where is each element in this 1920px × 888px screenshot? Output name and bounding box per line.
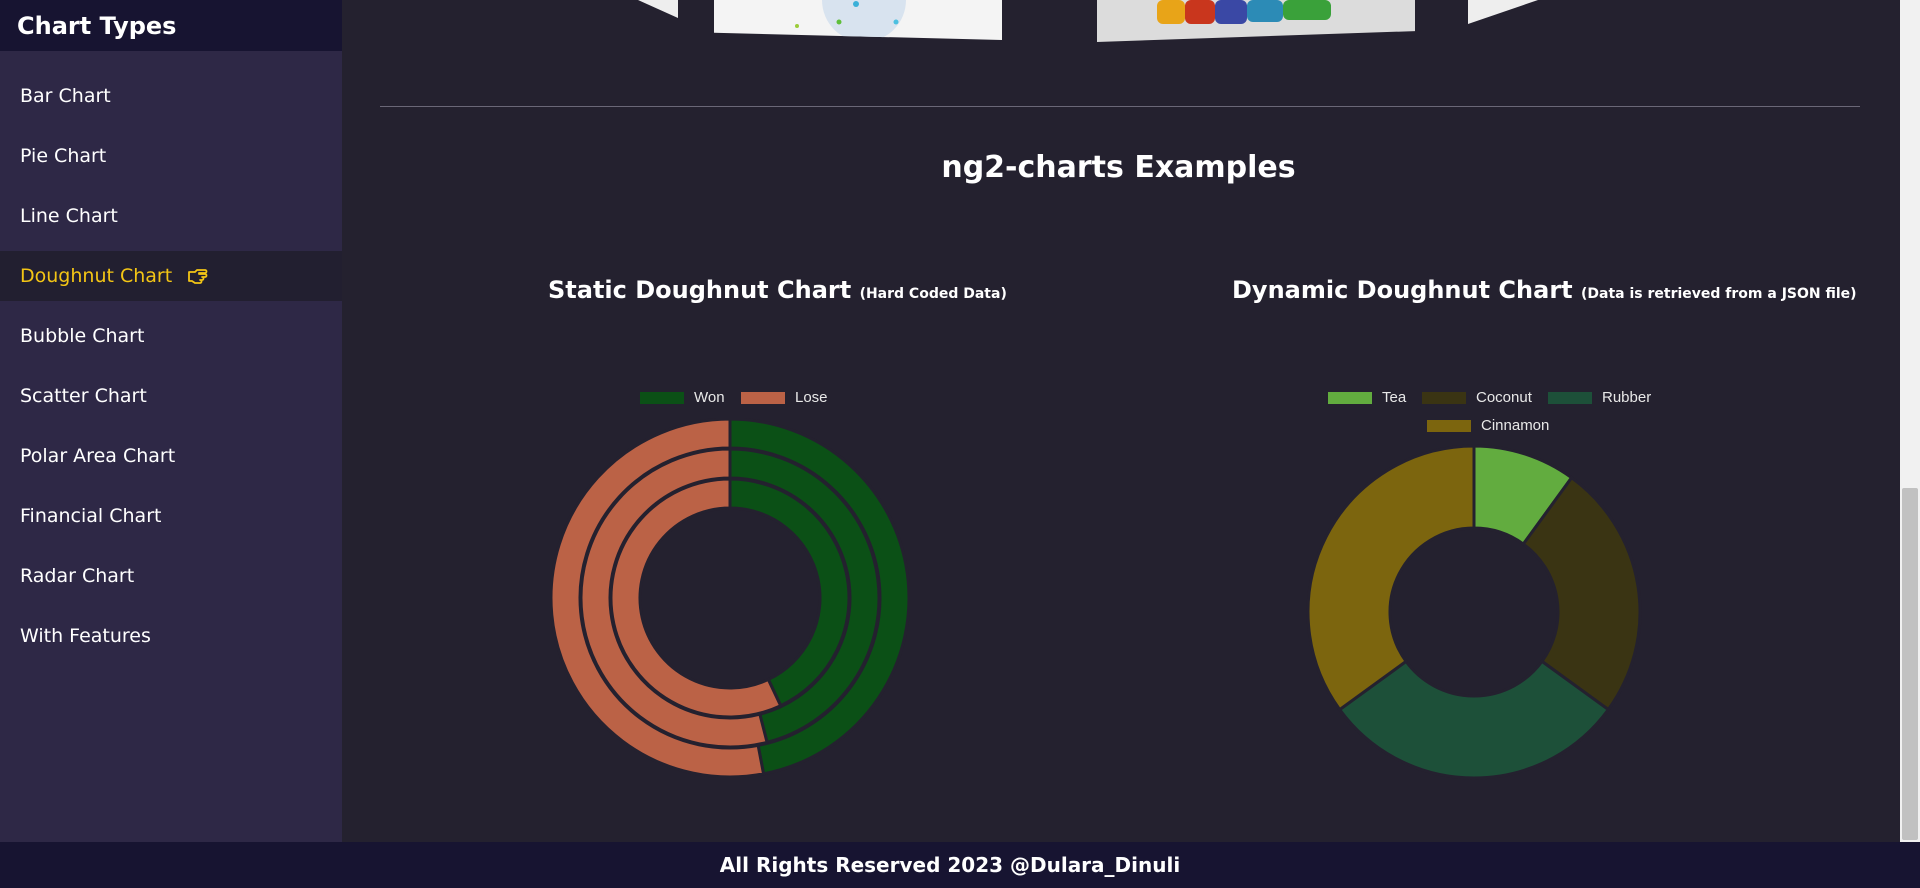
sidebar-item-with-features[interactable]: With Features [0, 611, 342, 661]
carousel-image-right-edge[interactable] [1468, 0, 1538, 24]
legend-label: Lose [795, 389, 828, 406]
legend-label: Coconut [1476, 389, 1532, 406]
legend-swatch [1328, 391, 1372, 404]
page-scrollbar[interactable] [1900, 0, 1920, 842]
sidebar-item-polar-area-chart[interactable]: Polar Area Chart [0, 431, 342, 481]
sidebar-item-label: Line Chart [20, 205, 118, 227]
legend-label: Tea [1382, 389, 1407, 406]
static-chart-title-text: Static Doughnut Chart [548, 276, 852, 304]
legend-item-tea[interactable]: Tea [1328, 389, 1406, 406]
sidebar-title: Chart Types [0, 0, 342, 51]
legend-swatch [640, 391, 684, 404]
static-chart-title: Static Doughnut Chart (Hard Coded Data) [548, 276, 1007, 304]
footer: All Rights Reserved 2023 @Dulara_Dinuli [0, 842, 1920, 888]
legend-swatch [1548, 391, 1592, 404]
legend-label: Won [694, 389, 725, 406]
sidebar-item-financial-chart[interactable]: Financial Chart [0, 491, 342, 541]
sidebar-item-pie-chart[interactable]: Pie Chart [0, 131, 342, 181]
sidebar-item-label: Scatter Chart [20, 385, 147, 407]
sidebar-item-label: Radar Chart [20, 565, 135, 587]
sidebar-item-radar-chart[interactable]: Radar Chart [0, 551, 342, 601]
footer-text: All Rights Reserved 2023 @Dulara_Dinuli [719, 853, 1181, 877]
legend-swatch [1427, 419, 1471, 432]
scrollbar-thumb[interactable] [1902, 488, 1918, 840]
3d-bar-preview-graphic [1157, 0, 1331, 24]
sidebar-nav: Bar Chart Pie Chart Line Chart Doughnut … [0, 71, 342, 661]
legend-item-rubber[interactable]: Rubber [1548, 389, 1651, 406]
doughnut-slice-cinnamon[interactable] [1306, 444, 1476, 712]
sidebar-item-label: Bar Chart [20, 85, 111, 107]
carousel-image-scatter-preview[interactable] [714, 0, 1002, 40]
legend-item-won[interactable]: Won [640, 389, 725, 406]
pointing-hand-icon [188, 269, 208, 284]
dynamic-chart-title-text: Dynamic Doughnut Chart [1232, 276, 1573, 304]
legend-label: Cinnamon [1481, 417, 1550, 434]
static-doughnut-chart[interactable] [550, 418, 910, 778]
dynamic-doughnut-chart[interactable] [1306, 444, 1646, 784]
sidebar-item-label: Pie Chart [20, 145, 107, 167]
carousel-image-3d-bar-preview[interactable] [1097, 0, 1415, 42]
legend-item-lose[interactable]: Lose [741, 389, 828, 406]
sidebar-item-label: Polar Area Chart [20, 445, 176, 467]
sidebar: Chart Types Bar Chart Pie Chart Line Cha… [0, 0, 342, 842]
sidebar-item-line-chart[interactable]: Line Chart [0, 191, 342, 241]
page-title: ng2-charts Examples [941, 150, 1296, 185]
legend-item-cinnamon[interactable]: Cinnamon [1427, 417, 1549, 434]
doughnut-slice-won-ring-3[interactable] [728, 477, 851, 708]
sidebar-item-scatter-chart[interactable]: Scatter Chart [0, 371, 342, 421]
sidebar-item-doughnut-chart[interactable]: Doughnut Chart [0, 251, 342, 301]
sidebar-item-bar-chart[interactable]: Bar Chart [0, 71, 342, 121]
sidebar-item-label: With Features [20, 625, 151, 647]
dynamic-chart-title: Dynamic Doughnut Chart (Data is retrieve… [1232, 276, 1857, 304]
dynamic-chart-subtitle: (Data is retrieved from a JSON file) [1581, 286, 1857, 302]
legend-swatch [1422, 391, 1466, 404]
legend-swatch [741, 391, 785, 404]
static-chart-subtitle: (Hard Coded Data) [859, 286, 1007, 302]
doughnut-slice-coconut[interactable] [1521, 475, 1642, 712]
sidebar-item-label: Doughnut Chart [20, 265, 173, 287]
doughnut-slice-lose-ring-3[interactable] [609, 477, 783, 719]
sidebar-item-bubble-chart[interactable]: Bubble Chart [0, 311, 342, 361]
doughnut-slice-rubber[interactable] [1337, 659, 1611, 780]
scatter-preview-graphic [795, 0, 906, 40]
carousel-image-left-edge[interactable] [638, 0, 678, 18]
sidebar-item-label: Financial Chart [20, 505, 162, 527]
sidebar-item-label: Bubble Chart [20, 325, 145, 347]
section-divider [380, 106, 1860, 107]
main-content: ng2-charts Examples Static Doughnut Char… [342, 0, 1900, 842]
legend-label: Rubber [1602, 389, 1652, 406]
legend-item-coconut[interactable]: Coconut [1422, 389, 1532, 406]
